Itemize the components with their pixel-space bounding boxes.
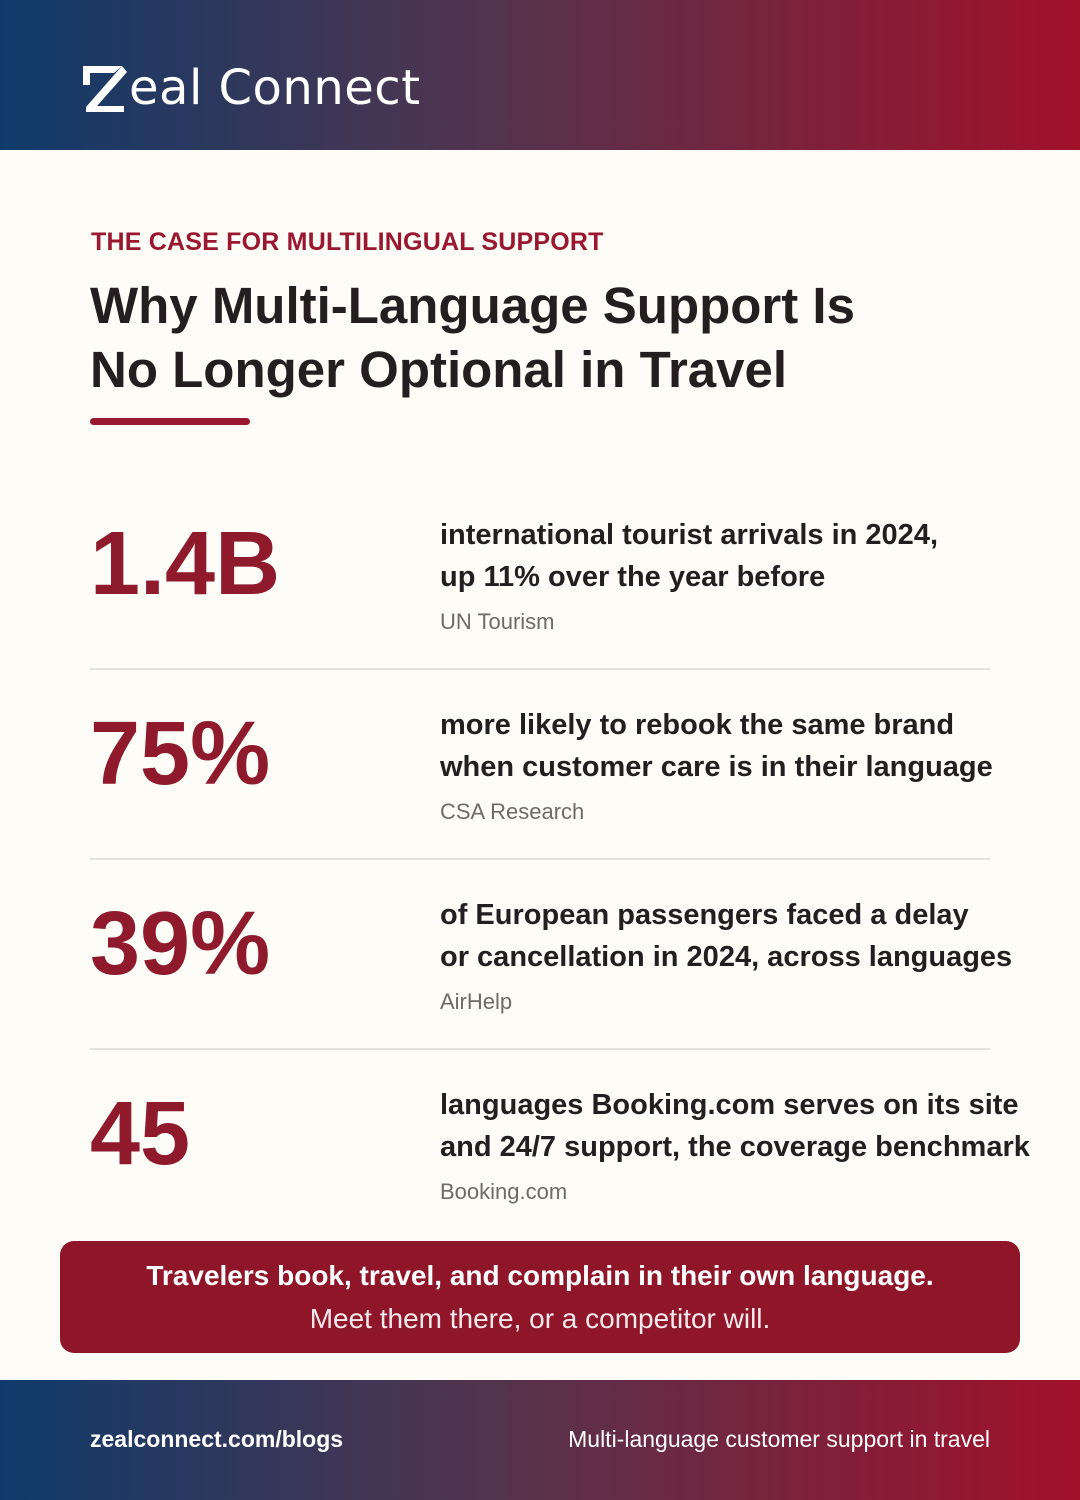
stat-description-line: more likely to rebook the same brand — [440, 709, 955, 741]
stat-text: of European passengers faced a delay or … — [440, 894, 1080, 1017]
section-eyebrow: THE CASE FOR MULTILINGUAL SUPPORT — [91, 228, 604, 256]
title-underline — [90, 418, 250, 425]
stat-source: CSA Research — [440, 799, 585, 824]
stat-description: languages Booking.com serves on its site… — [440, 1084, 1080, 1168]
stat-description: more likely to rebook the same brand whe… — [440, 704, 1080, 788]
stat-value: 39% — [90, 894, 271, 994]
stat-description: international tourist arrivals in 2024, … — [440, 514, 1080, 598]
stat-text: languages Booking.com serves on its site… — [440, 1084, 1080, 1207]
title-line: Why Multi-Language Support Is — [90, 277, 855, 334]
stat-row-languages: 45 languages Booking.com serves on its s… — [0, 1050, 1080, 1240]
stat-row-delays: 39% of European passengers faced a delay… — [0, 860, 1080, 1050]
stat-description-line: or cancellation in 2024, across language… — [440, 941, 1013, 973]
brand-name: eal Connect — [129, 60, 421, 116]
stat-description-line: up 11% over the year before — [440, 561, 826, 593]
stat-source: UN Tourism — [440, 609, 555, 634]
stats-list: 1.4B international tourist arrivals in 2… — [0, 480, 1080, 1240]
stat-source: AirHelp — [440, 989, 513, 1014]
blog-link[interactable]: zealconnect.com/blogs — [90, 1426, 344, 1452]
stat-value: 1.4B — [90, 514, 281, 614]
stat-description-line: languages Booking.com serves on its site — [440, 1089, 1019, 1121]
stat-text: international tourist arrivals in 2024, … — [440, 514, 1080, 637]
stat-divider — [90, 858, 990, 860]
callout-headline: Travelers book, travel, and complain in … — [146, 1260, 934, 1291]
stat-description-line: of European passengers faced a delay — [440, 899, 969, 931]
stat-value: 75% — [90, 704, 271, 804]
stat-description-line: when customer care is in their language — [440, 751, 993, 783]
footer-tagline: Multi-language customer support in trave… — [568, 1426, 990, 1452]
stat-description-line: and 24/7 support, the coverage benchmark — [440, 1131, 1030, 1163]
stat-description: of European passengers faced a delay or … — [440, 894, 1080, 978]
stat-divider — [90, 668, 990, 670]
page-title: Why Multi-Language Support Is No Longer … — [90, 274, 990, 402]
stat-row-rebook: 75% more likely to rebook the same brand… — [0, 670, 1080, 860]
callout-banner: Travelers book, travel, and complain in … — [60, 1241, 1020, 1353]
title-line: No Longer Optional in Travel — [90, 341, 788, 398]
brand-logo[interactable]: eal Connect — [80, 58, 421, 118]
stat-value: 45 — [90, 1084, 191, 1184]
stat-divider — [90, 1048, 990, 1050]
zeal-logo-mark-icon — [83, 66, 127, 112]
stat-text: more likely to rebook the same brand whe… — [440, 704, 1080, 827]
stat-description-line: international tourist arrivals in 2024, — [440, 519, 938, 551]
callout-subline: Meet them there, or a competitor will. — [309, 1303, 771, 1334]
header-band: eal Connect — [0, 0, 1080, 150]
footer-band — [0, 1380, 1080, 1500]
stat-row-arrivals: 1.4B international tourist arrivals in 2… — [0, 480, 1080, 670]
stat-source: Booking.com — [440, 1179, 568, 1204]
